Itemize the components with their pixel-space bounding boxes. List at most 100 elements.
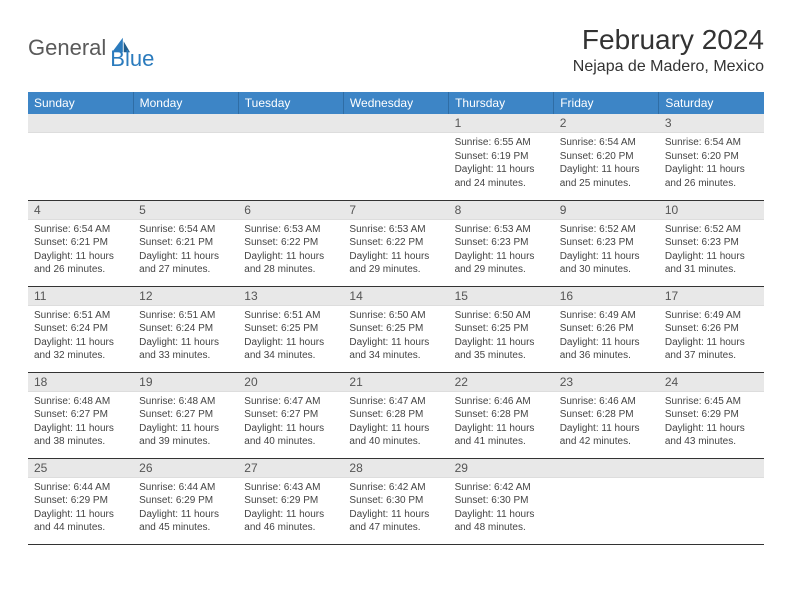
weekday-header: Wednesday <box>343 92 448 114</box>
day-data: Sunrise: 6:54 AMSunset: 6:21 PMDaylight:… <box>133 220 238 281</box>
calendar-day-cell <box>133 114 238 200</box>
day-data: Sunrise: 6:48 AMSunset: 6:27 PMDaylight:… <box>133 392 238 453</box>
weekday-header: Friday <box>554 92 659 114</box>
day-data <box>28 133 133 140</box>
calendar-day-cell: 11Sunrise: 6:51 AMSunset: 6:24 PMDayligh… <box>28 286 133 372</box>
day-number <box>28 114 133 133</box>
day-data: Sunrise: 6:53 AMSunset: 6:23 PMDaylight:… <box>449 220 554 281</box>
calendar-day-cell: 12Sunrise: 6:51 AMSunset: 6:24 PMDayligh… <box>133 286 238 372</box>
calendar-day-cell: 14Sunrise: 6:50 AMSunset: 6:25 PMDayligh… <box>343 286 448 372</box>
calendar-body: 1Sunrise: 6:55 AMSunset: 6:19 PMDaylight… <box>28 114 764 544</box>
day-number: 2 <box>554 114 659 133</box>
calendar-table: SundayMondayTuesdayWednesdayThursdayFrid… <box>28 92 764 545</box>
day-number: 26 <box>133 459 238 478</box>
calendar-day-cell: 15Sunrise: 6:50 AMSunset: 6:25 PMDayligh… <box>449 286 554 372</box>
day-data: Sunrise: 6:52 AMSunset: 6:23 PMDaylight:… <box>659 220 764 281</box>
calendar-day-cell <box>238 114 343 200</box>
day-data <box>238 133 343 140</box>
calendar-day-cell <box>28 114 133 200</box>
calendar-day-cell: 20Sunrise: 6:47 AMSunset: 6:27 PMDayligh… <box>238 372 343 458</box>
calendar-day-cell: 28Sunrise: 6:42 AMSunset: 6:30 PMDayligh… <box>343 458 448 544</box>
day-data: Sunrise: 6:46 AMSunset: 6:28 PMDaylight:… <box>449 392 554 453</box>
logo-text-general: General <box>28 35 106 61</box>
day-data: Sunrise: 6:54 AMSunset: 6:21 PMDaylight:… <box>28 220 133 281</box>
day-data: Sunrise: 6:48 AMSunset: 6:27 PMDaylight:… <box>28 392 133 453</box>
title-block: February 2024 Nejapa de Madero, Mexico <box>573 24 764 76</box>
day-number <box>133 114 238 133</box>
day-number: 15 <box>449 287 554 306</box>
day-number: 6 <box>238 201 343 220</box>
calendar-day-cell: 4Sunrise: 6:54 AMSunset: 6:21 PMDaylight… <box>28 200 133 286</box>
day-data: Sunrise: 6:45 AMSunset: 6:29 PMDaylight:… <box>659 392 764 453</box>
calendar-week-row: 1Sunrise: 6:55 AMSunset: 6:19 PMDaylight… <box>28 114 764 200</box>
calendar-day-cell: 9Sunrise: 6:52 AMSunset: 6:23 PMDaylight… <box>554 200 659 286</box>
day-data: Sunrise: 6:53 AMSunset: 6:22 PMDaylight:… <box>238 220 343 281</box>
day-data: Sunrise: 6:54 AMSunset: 6:20 PMDaylight:… <box>554 133 659 194</box>
day-data: Sunrise: 6:42 AMSunset: 6:30 PMDaylight:… <box>343 478 448 539</box>
header: General Blue February 2024 Nejapa de Mad… <box>28 24 764 76</box>
calendar-day-cell: 2Sunrise: 6:54 AMSunset: 6:20 PMDaylight… <box>554 114 659 200</box>
day-data <box>133 133 238 140</box>
day-number: 20 <box>238 373 343 392</box>
weekday-header-row: SundayMondayTuesdayWednesdayThursdayFrid… <box>28 92 764 114</box>
calendar-day-cell: 21Sunrise: 6:47 AMSunset: 6:28 PMDayligh… <box>343 372 448 458</box>
calendar-day-cell <box>554 458 659 544</box>
day-data <box>343 133 448 140</box>
weekday-header: Thursday <box>449 92 554 114</box>
calendar-day-cell: 24Sunrise: 6:45 AMSunset: 6:29 PMDayligh… <box>659 372 764 458</box>
day-number: 5 <box>133 201 238 220</box>
calendar-day-cell: 23Sunrise: 6:46 AMSunset: 6:28 PMDayligh… <box>554 372 659 458</box>
day-number <box>659 459 764 478</box>
day-data: Sunrise: 6:43 AMSunset: 6:29 PMDaylight:… <box>238 478 343 539</box>
day-data <box>659 478 764 485</box>
calendar-day-cell: 3Sunrise: 6:54 AMSunset: 6:20 PMDaylight… <box>659 114 764 200</box>
day-number: 8 <box>449 201 554 220</box>
day-data: Sunrise: 6:49 AMSunset: 6:26 PMDaylight:… <box>554 306 659 367</box>
calendar-week-row: 4Sunrise: 6:54 AMSunset: 6:21 PMDaylight… <box>28 200 764 286</box>
day-number: 28 <box>343 459 448 478</box>
calendar-day-cell: 10Sunrise: 6:52 AMSunset: 6:23 PMDayligh… <box>659 200 764 286</box>
day-data <box>554 478 659 485</box>
day-number: 24 <box>659 373 764 392</box>
day-number: 1 <box>449 114 554 133</box>
calendar-week-row: 11Sunrise: 6:51 AMSunset: 6:24 PMDayligh… <box>28 286 764 372</box>
weekday-header: Saturday <box>659 92 764 114</box>
calendar-day-cell: 1Sunrise: 6:55 AMSunset: 6:19 PMDaylight… <box>449 114 554 200</box>
day-data: Sunrise: 6:53 AMSunset: 6:22 PMDaylight:… <box>343 220 448 281</box>
day-data: Sunrise: 6:55 AMSunset: 6:19 PMDaylight:… <box>449 133 554 194</box>
calendar-day-cell: 16Sunrise: 6:49 AMSunset: 6:26 PMDayligh… <box>554 286 659 372</box>
day-number: 23 <box>554 373 659 392</box>
month-title: February 2024 <box>573 24 764 56</box>
day-number <box>343 114 448 133</box>
day-data: Sunrise: 6:46 AMSunset: 6:28 PMDaylight:… <box>554 392 659 453</box>
day-data: Sunrise: 6:47 AMSunset: 6:28 PMDaylight:… <box>343 392 448 453</box>
day-number: 12 <box>133 287 238 306</box>
day-number: 9 <box>554 201 659 220</box>
day-number: 10 <box>659 201 764 220</box>
day-number <box>238 114 343 133</box>
calendar-week-row: 25Sunrise: 6:44 AMSunset: 6:29 PMDayligh… <box>28 458 764 544</box>
day-data: Sunrise: 6:51 AMSunset: 6:24 PMDaylight:… <box>133 306 238 367</box>
day-number: 14 <box>343 287 448 306</box>
day-data: Sunrise: 6:42 AMSunset: 6:30 PMDaylight:… <box>449 478 554 539</box>
day-data: Sunrise: 6:50 AMSunset: 6:25 PMDaylight:… <box>343 306 448 367</box>
day-data: Sunrise: 6:44 AMSunset: 6:29 PMDaylight:… <box>133 478 238 539</box>
day-number: 22 <box>449 373 554 392</box>
day-data: Sunrise: 6:44 AMSunset: 6:29 PMDaylight:… <box>28 478 133 539</box>
calendar-day-cell: 29Sunrise: 6:42 AMSunset: 6:30 PMDayligh… <box>449 458 554 544</box>
day-number: 4 <box>28 201 133 220</box>
logo: General Blue <box>28 24 154 72</box>
calendar-day-cell: 22Sunrise: 6:46 AMSunset: 6:28 PMDayligh… <box>449 372 554 458</box>
calendar-day-cell: 6Sunrise: 6:53 AMSunset: 6:22 PMDaylight… <box>238 200 343 286</box>
day-number: 16 <box>554 287 659 306</box>
day-data: Sunrise: 6:50 AMSunset: 6:25 PMDaylight:… <box>449 306 554 367</box>
calendar-day-cell <box>659 458 764 544</box>
day-number: 25 <box>28 459 133 478</box>
location: Nejapa de Madero, Mexico <box>573 58 764 76</box>
day-number: 11 <box>28 287 133 306</box>
day-number: 17 <box>659 287 764 306</box>
calendar-day-cell: 19Sunrise: 6:48 AMSunset: 6:27 PMDayligh… <box>133 372 238 458</box>
day-data: Sunrise: 6:54 AMSunset: 6:20 PMDaylight:… <box>659 133 764 194</box>
calendar-day-cell: 18Sunrise: 6:48 AMSunset: 6:27 PMDayligh… <box>28 372 133 458</box>
calendar-day-cell: 26Sunrise: 6:44 AMSunset: 6:29 PMDayligh… <box>133 458 238 544</box>
